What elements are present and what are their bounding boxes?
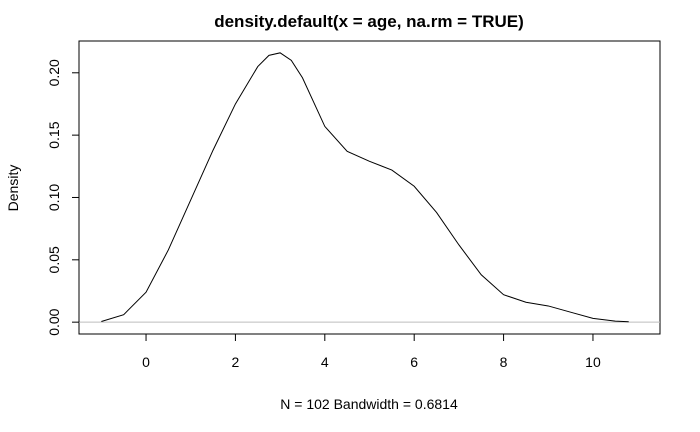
x-tick-label: 4 (321, 354, 329, 370)
y-tick-label: 0.15 (46, 121, 62, 148)
chart-title: density.default(x = age, na.rm = TRUE) (214, 12, 524, 31)
density-curve (101, 52, 629, 323)
x-axis: 0 2 4 6 8 10 (142, 333, 601, 370)
y-tick-label: 0.00 (46, 308, 62, 335)
plot-frame (78, 40, 661, 335)
y-axis: 0.00 0.05 0.10 0.15 0.20 (46, 59, 80, 336)
x-tick-label: 2 (232, 354, 240, 370)
y-tick-label: 0.05 (46, 246, 62, 273)
y-axis-label: Density (5, 165, 21, 212)
x-tick-label: 8 (500, 354, 508, 370)
y-tick-label: 0.10 (46, 184, 62, 211)
x-tick-label: 6 (410, 354, 418, 370)
x-tick-label: 0 (142, 354, 150, 370)
x-axis-label: N = 102 Bandwidth = 0.6814 (280, 396, 458, 412)
y-tick-label: 0.20 (46, 59, 62, 86)
x-tick-label: 10 (585, 354, 601, 370)
